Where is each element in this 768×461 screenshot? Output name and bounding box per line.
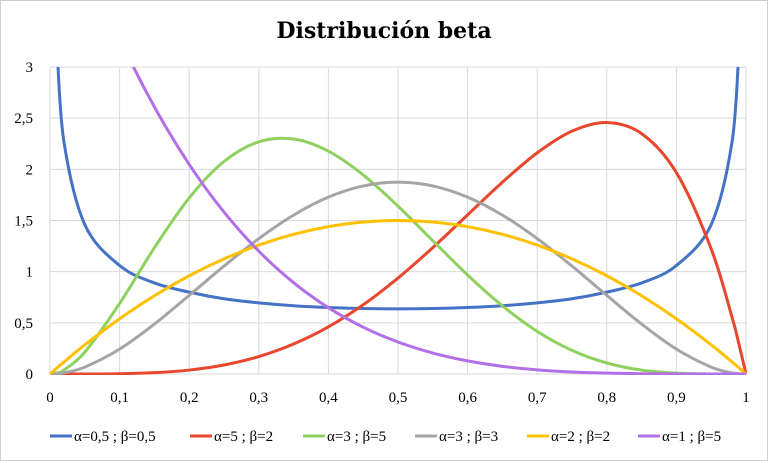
series-line-1	[49, 121, 748, 375]
legend-label: α=3 ; β=5	[327, 429, 386, 445]
legend: α=0,5 ; β=0,5 α=5 ; β=2 α=3 ; β=5 α=3 ; β=3…	[50, 429, 721, 445]
y-tick-label: 3	[26, 60, 34, 76]
legend-item: α=3 ; β=5	[303, 429, 386, 445]
x-tick-label: 0,9	[667, 390, 686, 406]
legend-item: α=0,5 ; β=0,5	[50, 429, 156, 445]
x-axis-ticks: 0 0,1 0,2 0,3 0,4 0,5 0,6 0,7 0,8 0,9 1	[46, 390, 750, 406]
legend-item: α=2 ; β=2	[527, 429, 610, 445]
legend-label: α=3 ; β=3	[439, 429, 498, 445]
x-tick-label: 0,6	[458, 390, 477, 406]
legend-label: α=1 ; β=5	[662, 429, 721, 445]
legend-label: α=5 ; β=2	[214, 429, 273, 445]
y-tick-label: 0,5	[14, 316, 33, 332]
x-tick-label: 0,4	[319, 390, 338, 406]
series-line-4	[49, 219, 747, 375]
x-tick-label: 0,8	[597, 390, 616, 406]
x-tick-label: 0,2	[180, 390, 199, 406]
series-line-0	[56, 67, 740, 311]
legend-item: α=3 ; β=3	[415, 429, 498, 445]
y-tick-label: 1,5	[14, 214, 33, 230]
y-tick-label: 2,5	[14, 111, 33, 127]
legend-item: α=5 ; β=2	[190, 429, 273, 445]
y-tick-label: 2	[26, 162, 34, 178]
legend-item: α=1 ; β=5	[638, 429, 721, 445]
chart-title: Distribución beta	[276, 18, 491, 44]
legend-label: α=0,5 ; β=0,5	[74, 429, 156, 445]
series-lines	[49, 67, 748, 375]
legend-label: α=2 ; β=2	[551, 429, 610, 445]
y-tick-label: 0	[26, 367, 34, 383]
series-line-3	[49, 180, 747, 375]
y-axis-ticks: 0 0,5 1 1,5 2 2,5 3	[14, 60, 33, 383]
x-tick-label: 0	[46, 390, 54, 406]
x-tick-label: 1	[742, 390, 750, 406]
x-tick-label: 0,7	[528, 390, 547, 406]
x-tick-label: 0,5	[389, 390, 408, 406]
x-tick-label: 0,3	[249, 390, 268, 406]
series-line-5	[131, 67, 747, 375]
x-tick-label: 0,1	[110, 390, 129, 406]
y-tick-label: 1	[26, 265, 34, 281]
